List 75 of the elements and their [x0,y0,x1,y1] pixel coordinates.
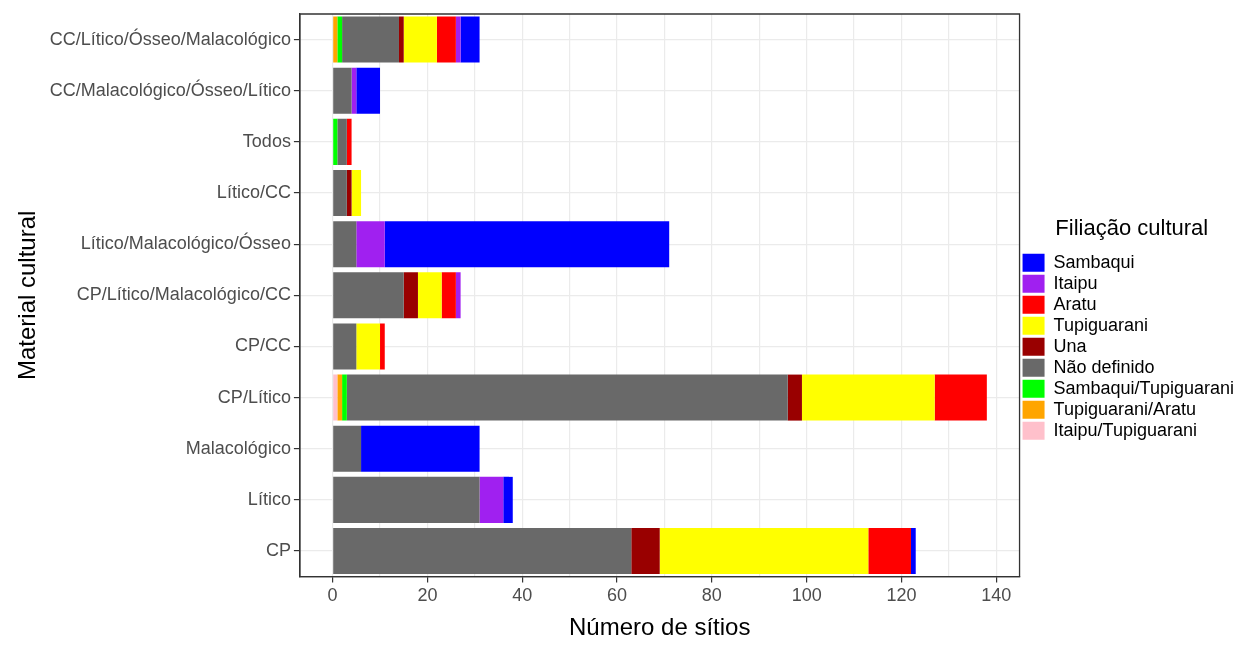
bar [337,374,343,421]
bar [333,272,404,319]
legend-title: Filiação cultural [1055,215,1209,241]
bar [398,16,404,63]
bar [356,67,381,114]
x-tick-label: 0 [327,585,338,606]
bar [361,425,480,472]
bar [333,169,347,217]
bar [333,118,338,165]
bar [384,221,670,268]
legend-label: Não definido [1053,356,1155,377]
bar [455,272,461,319]
bar [346,374,788,421]
bar [417,272,442,319]
y-tick-label: Lítico/CC [216,181,291,202]
x-axis-title: Número de sítios [569,613,751,641]
bar [380,323,385,370]
bar [436,16,456,63]
legend-label: Aratu [1053,293,1097,314]
x-tick-label: 40 [512,585,533,606]
bar [333,476,480,523]
bar [356,323,381,370]
bar [910,528,916,575]
bar [346,118,352,165]
bar [333,323,357,370]
legend-label: Sambaqui/Tupiguarani [1053,377,1234,398]
bar [503,476,513,523]
bar [333,221,357,268]
bar [333,374,338,421]
y-tick-label: Lítico [247,488,291,509]
x-tick-label: 120 [886,585,917,606]
bar [403,16,437,63]
x-tick-label: 20 [417,585,438,606]
bar [333,528,632,575]
y-tick-label: Todos [242,130,291,151]
bar [351,169,362,217]
y-tick-label: CC/Lítico/Ósseo/Malacológico [49,27,291,49]
y-axis-title: Material cultural [13,210,41,380]
legend-label: Una [1053,335,1088,356]
legend-label: Tupiguarani [1053,314,1148,335]
bar [342,374,347,421]
x-tick-label: 60 [607,585,628,606]
bar [631,528,660,575]
bar [342,16,399,63]
bar [787,374,802,421]
legend-label: Itaipu/Tupiguarani [1053,419,1197,440]
bar [337,118,347,165]
bar [659,528,869,575]
y-tick-label: CP/Lítico/Malacológico/CC [76,284,291,305]
bar [333,425,362,472]
bar [934,374,987,421]
y-tick-label: CP [265,540,291,560]
y-tick-label: Malacológico [185,437,291,458]
bar [337,16,343,63]
y-tick-label: CP/CC [234,335,291,356]
bar [441,272,456,319]
bar [479,476,504,523]
y-tick-label: CP/Lítico [217,386,291,407]
legend-label: Itaipu [1053,272,1098,293]
y-tick-label: CC/Malacológico/Ósseo/Lítico [49,78,291,100]
bar [333,16,338,63]
legend-label: Tupiguarani/Aratu [1053,398,1196,419]
x-tick-label: 80 [701,585,722,606]
bar [868,528,911,575]
bar [455,16,461,63]
bar [403,272,418,319]
x-tick-label: 140 [981,585,1012,606]
legend-label: Sambaqui [1053,251,1135,272]
bar [460,16,480,63]
bar [801,374,935,421]
bar [356,221,385,268]
x-tick-label: 100 [791,585,822,606]
bar [346,169,352,217]
bar [333,67,352,114]
y-tick-label: Lítico/Malacológico/Ósseo [80,232,291,254]
